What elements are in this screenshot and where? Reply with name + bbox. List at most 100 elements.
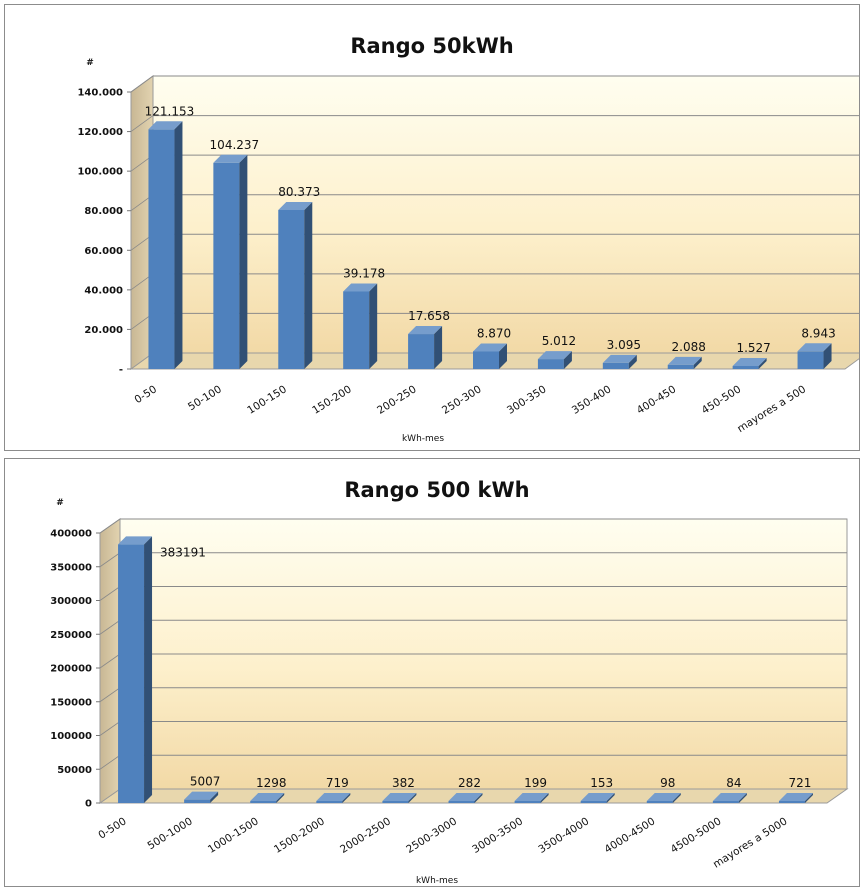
bar-front: [448, 801, 475, 803]
bar-top: [184, 791, 219, 800]
bar: [448, 793, 483, 803]
bar-top: [278, 201, 313, 210]
bar: [278, 201, 313, 369]
x-tick-label: 4000-4500: [602, 815, 657, 856]
bar-front: [602, 362, 629, 369]
bar: [382, 793, 417, 803]
gridline-side: [130, 75, 154, 93]
bar-side: [606, 793, 615, 803]
bar-top: [778, 793, 813, 801]
bar: [316, 793, 351, 803]
x-tick-label: 450-500: [700, 383, 744, 416]
bar-front: [712, 801, 739, 803]
bar-side: [758, 357, 767, 369]
bar-side: [540, 793, 549, 803]
y-tick-label: 200000: [50, 664, 92, 675]
data-label: 719: [326, 776, 349, 790]
bar: [732, 357, 767, 369]
data-label: 383191: [160, 545, 206, 559]
bar-side: [434, 326, 443, 369]
y-tick-label: 60.000: [84, 246, 123, 257]
y-tick-label: 250000: [50, 630, 92, 641]
data-label: 8.943: [801, 326, 835, 340]
bar-side: [276, 793, 285, 803]
gridline-side: [99, 687, 121, 703]
data-label: 17.658: [408, 309, 450, 323]
bar: [646, 793, 681, 803]
bar-top: [602, 354, 637, 363]
bar-front: [278, 209, 305, 369]
bar: [514, 793, 549, 803]
bar-side: [144, 536, 153, 803]
bar-front: [797, 351, 824, 369]
x-tick-label: 400-450: [635, 383, 679, 416]
bar-side: [342, 793, 351, 803]
y-tick-label: 100000: [50, 731, 92, 742]
bar: [408, 326, 443, 369]
data-label: 2.088: [672, 340, 706, 354]
bar-front: [646, 801, 673, 803]
x-tick-label: 50-100: [186, 383, 224, 413]
y-tick-label: 150000: [50, 697, 92, 708]
bar-side: [210, 791, 219, 803]
bar: [343, 283, 378, 369]
gridline-side: [130, 115, 154, 132]
bar-top: [797, 343, 832, 352]
bar: [184, 791, 219, 803]
bar-front: [118, 544, 145, 803]
gridline-side: [99, 518, 121, 534]
x-tick-label: 3000-3500: [470, 815, 525, 856]
y-tick-label: 40.000: [84, 285, 123, 296]
data-label: 282: [458, 776, 481, 790]
x-tick-label: 300-350: [505, 383, 549, 416]
x-tick-label: 3500-4000: [536, 815, 591, 856]
bar: [213, 154, 248, 369]
gridline-side: [99, 552, 121, 568]
bar-top: [473, 343, 507, 352]
data-label: 1298: [256, 776, 287, 790]
data-label: 153: [590, 776, 613, 790]
bar-top: [537, 351, 572, 360]
bar: [537, 351, 572, 369]
chart-rango-50: Rango 50kWh # - 20.000 40.000 60.000 80.000 1…: [77, 34, 859, 444]
y-tick-label: 20.000: [84, 325, 123, 336]
x-tick-label: 1000-1500: [206, 815, 261, 856]
bar-side: [804, 793, 813, 803]
bar: [712, 793, 747, 803]
data-label: 1.527: [736, 341, 770, 355]
y-tick-label: 50000: [57, 765, 92, 776]
y-axis-label: #: [56, 498, 64, 508]
bar-front: [148, 129, 175, 369]
bar-top: [646, 793, 681, 801]
bar-side: [563, 351, 572, 369]
chart-panel-rango-50: Rango 50kWh # - 20.000 40.000 60.000 80.000 1…: [4, 4, 860, 451]
bar-front: [778, 801, 805, 803]
bar-front: [213, 162, 240, 369]
bar: [602, 354, 637, 369]
bar-top: [118, 536, 153, 545]
y-tick-label: 400000: [50, 529, 92, 540]
chart-rango-500: Rango 500 kWh # 0 50000 100000 150000 200000…: [50, 478, 849, 886]
bar-front: [408, 334, 435, 369]
bar: [250, 793, 285, 803]
bar-side: [369, 283, 378, 369]
bar-top: [250, 793, 285, 801]
data-label: 104.237: [210, 138, 260, 152]
x-tick-label: 2000-2500: [338, 815, 393, 856]
data-label: 98: [660, 776, 675, 790]
bar-front: [250, 801, 277, 803]
bar: [797, 343, 832, 369]
bar-side: [474, 793, 483, 803]
y-tick-label: 100.000: [77, 167, 123, 178]
x-tick-label: 150-200: [310, 383, 354, 416]
bar-top: [382, 793, 417, 801]
data-label: 5007: [190, 775, 221, 789]
bar: [667, 356, 702, 369]
bar-side: [304, 201, 313, 369]
chart-title: Rango 500 kWh: [344, 478, 529, 502]
bar-front: [667, 364, 694, 369]
y-tick-label: 300000: [50, 596, 92, 607]
gridline-side: [99, 619, 121, 635]
x-tick-label: 2500-3000: [404, 815, 459, 856]
bar: [118, 536, 153, 803]
